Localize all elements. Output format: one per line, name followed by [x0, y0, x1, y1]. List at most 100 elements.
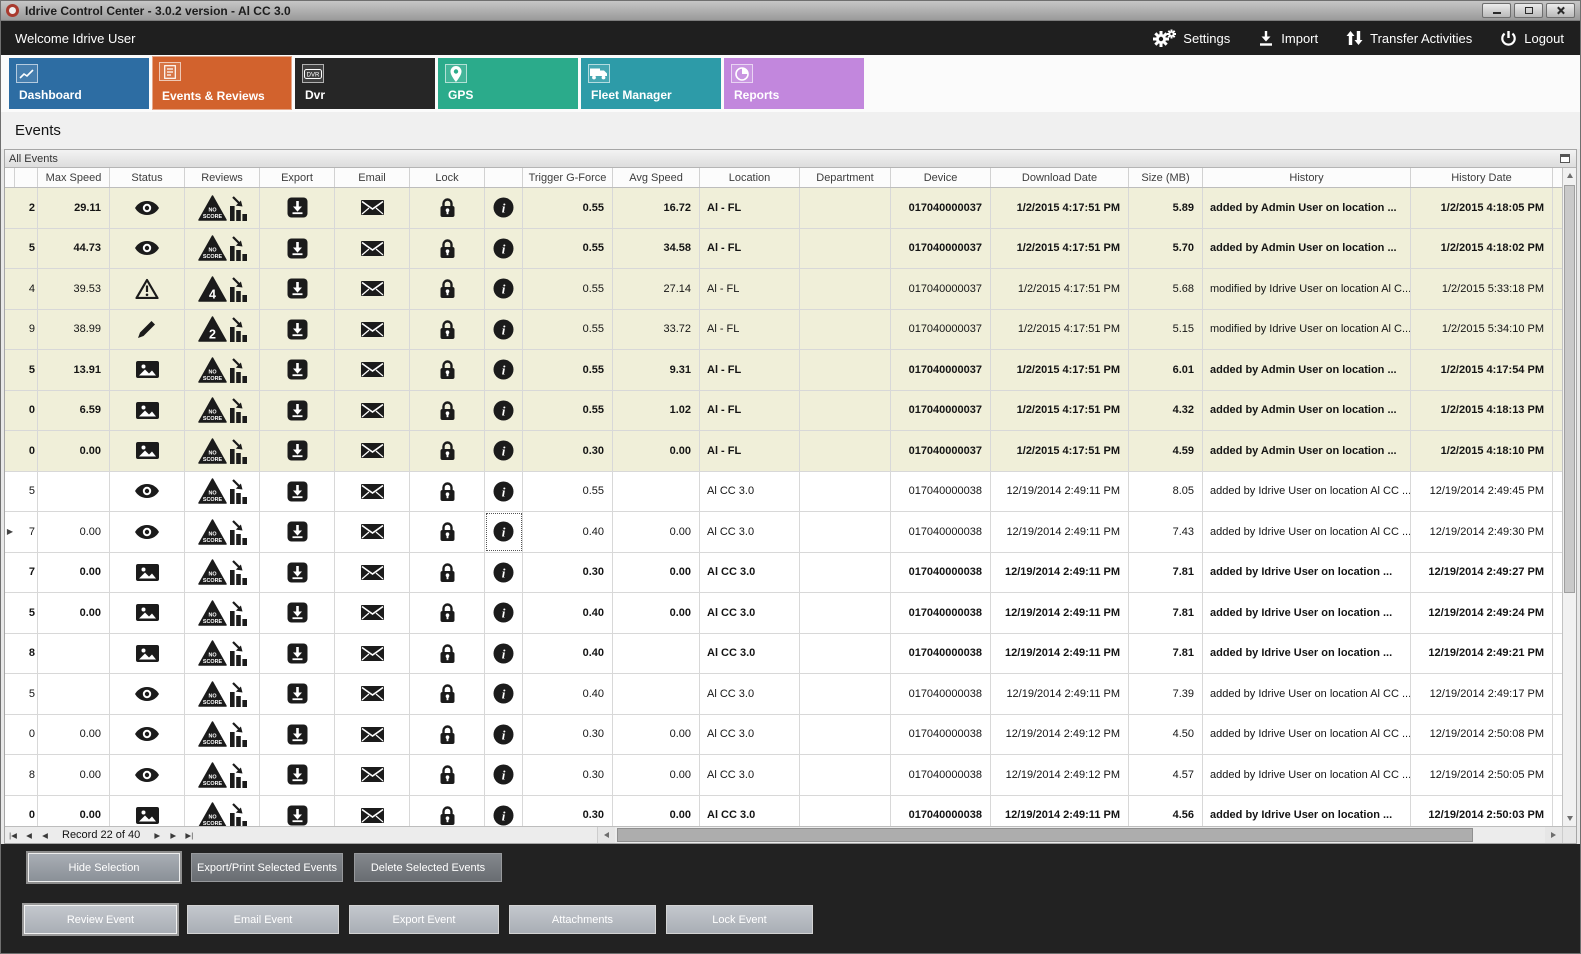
cell-download_date[interactable]: 12/19/2014 2:49:11 PM	[991, 674, 1129, 714]
export-icon[interactable]	[260, 795, 335, 826]
horizontal-scrollbar[interactable]	[597, 827, 1562, 843]
review-score-icon[interactable]: NO SCORE	[185, 633, 260, 673]
cell-size_mb[interactable]: 4.57	[1129, 755, 1203, 795]
cell-history[interactable]: added by Admin User on location ...	[1203, 228, 1411, 268]
cell-size_mb[interactable]: 7.39	[1129, 674, 1203, 714]
info-icon[interactable]: i	[485, 471, 523, 511]
cell-history_date[interactable]: 1/2/2015 4:18:02 PM	[1411, 228, 1553, 268]
info-icon[interactable]: i	[485, 350, 523, 390]
close-button[interactable]	[1546, 3, 1575, 18]
info-icon[interactable]: i	[485, 552, 523, 592]
tab-dvr[interactable]: DVR Dvr	[295, 58, 435, 109]
table-row[interactable]: 5 0.00 NO SCORE i 0.40 0.00 Al CC 3.0 0170400000…	[5, 593, 1562, 634]
review-score-icon[interactable]: NO SCORE	[185, 350, 260, 390]
cell-size_mb[interactable]: 6.01	[1129, 350, 1203, 390]
cell-location[interactable]: Al CC 3.0	[700, 593, 800, 633]
review-score-icon[interactable]: 2	[185, 309, 260, 349]
cell-size_mb[interactable]: 4.59	[1129, 431, 1203, 471]
cell-history_date[interactable]: 1/2/2015 5:34:10 PM	[1411, 309, 1553, 349]
menu-item-transfer-activities[interactable]: Transfer Activities	[1346, 29, 1472, 48]
cell-history_date[interactable]: 1/2/2015 5:33:18 PM	[1411, 269, 1553, 309]
table-row[interactable]: 5 NO SCORE i 0.40 Al CC 3.0 017040000038 12/19/…	[5, 674, 1562, 715]
scroll-right-button[interactable]	[1545, 827, 1562, 843]
warning-icon[interactable]	[110, 269, 185, 309]
cell-partial[interactable]: 7	[15, 512, 38, 552]
email-icon[interactable]	[335, 269, 410, 309]
cell-department[interactable]	[800, 431, 891, 471]
lock-icon[interactable]	[410, 714, 485, 754]
cell-download_date[interactable]: 1/2/2015 4:17:51 PM	[991, 269, 1129, 309]
cell-department[interactable]	[800, 390, 891, 430]
info-icon[interactable]: i	[485, 269, 523, 309]
export-icon[interactable]	[260, 228, 335, 268]
cell-department[interactable]	[800, 714, 891, 754]
cell-max_speed[interactable]	[38, 633, 110, 673]
column-header-download-date[interactable]: Download Date	[991, 168, 1129, 187]
table-row[interactable]: 9 38.99 2 i 0.55 33.72 Al - FL 017040000037 1/2/…	[5, 309, 1562, 350]
table-row[interactable]: ▶ 7 0.00 NO SCORE i 0.40 0.00 Al CC 3.0 017040000…	[5, 512, 1562, 553]
cell-device[interactable]: 017040000038	[891, 593, 991, 633]
cell-location[interactable]: Al CC 3.0	[700, 633, 800, 673]
cell-max_speed[interactable]: 0.00	[38, 512, 110, 552]
review-score-icon[interactable]: NO SCORE	[185, 795, 260, 826]
email-icon[interactable]	[335, 633, 410, 673]
next-record-button[interactable]: ▶	[154, 830, 161, 840]
cell-trigger_g_force[interactable]: 0.30	[523, 714, 613, 754]
eye-icon[interactable]	[110, 188, 185, 228]
image-icon[interactable]	[110, 431, 185, 471]
info-icon[interactable]: i	[485, 755, 523, 795]
cell-partial[interactable]: 5	[15, 228, 38, 268]
cell-location[interactable]: Al - FL	[700, 188, 800, 228]
review-score-icon[interactable]: 4	[185, 269, 260, 309]
cell-department[interactable]	[800, 552, 891, 592]
scroll-down-button[interactable]	[1563, 811, 1577, 826]
cell-history[interactable]: added by Idrive User on location Al CC .…	[1203, 674, 1411, 714]
cell-trigger_g_force[interactable]: 0.55	[523, 390, 613, 430]
cell-device[interactable]: 017040000038	[891, 755, 991, 795]
delete-selected-events-button[interactable]: Delete Selected Events	[354, 853, 502, 882]
cell-trigger_g_force[interactable]: 0.40	[523, 674, 613, 714]
cell-trigger_g_force[interactable]: 0.30	[523, 795, 613, 826]
cell-trigger_g_force[interactable]: 0.55	[523, 269, 613, 309]
cell-download_date[interactable]: 12/19/2014 2:49:11 PM	[991, 552, 1129, 592]
cell-location[interactable]: Al CC 3.0	[700, 552, 800, 592]
review-score-icon[interactable]: NO SCORE	[185, 188, 260, 228]
column-header-export[interactable]: Export	[260, 168, 335, 187]
cell-max_speed[interactable]: 0.00	[38, 755, 110, 795]
cell-download_date[interactable]: 12/19/2014 2:49:12 PM	[991, 755, 1129, 795]
cell-history[interactable]: added by Idrive User on location Al CC .…	[1203, 512, 1411, 552]
cell-partial[interactable]: 8	[15, 633, 38, 673]
next-page-button[interactable]: ▶	[170, 830, 177, 840]
cell-department[interactable]	[800, 755, 891, 795]
info-icon[interactable]: i	[485, 593, 523, 633]
email-icon[interactable]	[335, 431, 410, 471]
cell-download_date[interactable]: 1/2/2015 4:17:51 PM	[991, 228, 1129, 268]
cell-partial[interactable]: 9	[15, 309, 38, 349]
email-icon[interactable]	[335, 188, 410, 228]
cell-max_speed[interactable]: 29.11	[38, 188, 110, 228]
attachments-button[interactable]: Attachments	[509, 905, 656, 934]
tab-reports[interactable]: Reports	[724, 58, 864, 109]
column-header-lock[interactable]: Lock	[410, 168, 485, 187]
cell-size_mb[interactable]: 5.68	[1129, 269, 1203, 309]
cell-download_date[interactable]: 12/19/2014 2:49:11 PM	[991, 795, 1129, 826]
cell-partial[interactable]: 4	[15, 269, 38, 309]
scroll-up-button[interactable]	[1563, 168, 1577, 183]
email-icon[interactable]	[335, 714, 410, 754]
image-icon[interactable]	[110, 350, 185, 390]
cell-trigger_g_force[interactable]: 0.40	[523, 512, 613, 552]
cell-download_date[interactable]: 1/2/2015 4:17:51 PM	[991, 309, 1129, 349]
cell-download_date[interactable]: 1/2/2015 4:17:51 PM	[991, 431, 1129, 471]
tab-dashboard[interactable]: Dashboard	[9, 58, 149, 109]
cell-location[interactable]: Al CC 3.0	[700, 512, 800, 552]
eye-icon[interactable]	[110, 714, 185, 754]
lock-icon[interactable]	[410, 309, 485, 349]
cell-avg_speed[interactable]: 34.58	[613, 228, 700, 268]
cell-history[interactable]: added by Idrive User on location ...	[1203, 552, 1411, 592]
table-row[interactable]: 5 44.73 NO SCORE i 0.55 34.58 Al - FL 0170400000…	[5, 228, 1562, 269]
email-icon[interactable]	[335, 674, 410, 714]
eye-icon[interactable]	[110, 471, 185, 511]
cell-download_date[interactable]: 12/19/2014 2:49:11 PM	[991, 633, 1129, 673]
cell-location[interactable]: Al CC 3.0	[700, 714, 800, 754]
email-icon[interactable]	[335, 228, 410, 268]
